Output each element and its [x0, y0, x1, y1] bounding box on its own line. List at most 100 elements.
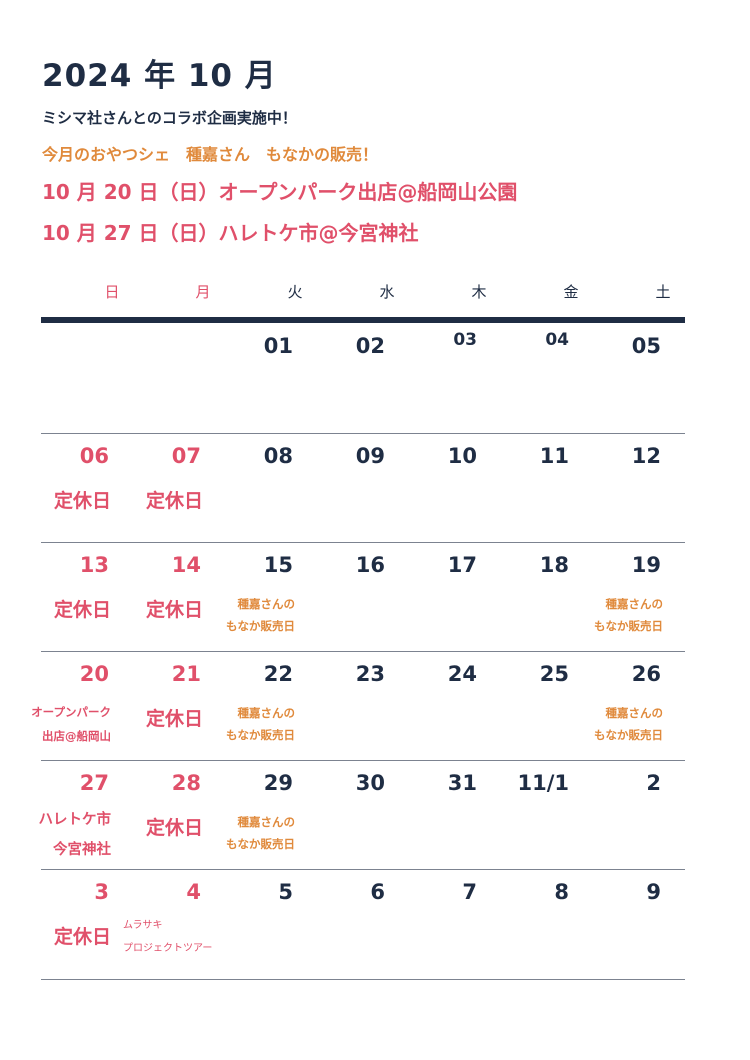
note-line: 種嘉さんの [605, 597, 664, 611]
day-cell: 11 [487, 434, 579, 544]
day-number: 5 [278, 880, 293, 904]
note-line: もなか販売日 [594, 619, 663, 633]
day-cell: 8 [487, 870, 579, 980]
tour-line: ムラサキ [123, 920, 163, 931]
week-row: 20 オープンパーク 出店@船岡山 21 定休日 22 種嘉さんの もなか販売日 23 24 25 2… [0, 652, 750, 762]
day-number: 11 [539, 444, 569, 468]
collab-notice: ミシマ社さんとのコラボ企画実施中！ [42, 109, 297, 127]
day-number: 8 [554, 880, 569, 904]
event-notice-2: 10 月 27 日（日）ハレトケ市@今宮神社 [42, 221, 419, 245]
event-note: オープンパーク 出店@船岡山 [31, 700, 111, 748]
note-line: 種嘉さんの [237, 706, 296, 720]
day-cell: 9 [579, 870, 671, 980]
day-cell: 27 ハレトケ市 今宮神社 [27, 761, 119, 871]
event-note: ハレトケ市 今宮神社 [39, 805, 112, 865]
day-number: 16 [355, 553, 385, 577]
day-number: 7 [462, 880, 477, 904]
snack-notice: 今月のおやつシェ 種嘉さん もなかの販売！ [42, 145, 379, 164]
day-number: 9 [646, 880, 661, 904]
day-number: 08 [263, 444, 293, 468]
day-cell: 15 種嘉さんのもなか販売日 [211, 543, 303, 653]
day-number: 15 [263, 553, 293, 577]
day-cell: 23 [303, 652, 395, 762]
day-cell: 6 [303, 870, 395, 980]
header-divider [41, 317, 685, 323]
closed-label: 定休日 [145, 708, 203, 730]
calendar-title: 2024 年 10 月 [42, 58, 277, 94]
weekday-mon: 月 [195, 283, 211, 301]
day-number: 19 [631, 553, 661, 577]
day-cell: 17 [395, 543, 487, 653]
event-notice-1: 10 月 20 日（日）オープンパーク出店@船岡山公園 [42, 180, 518, 204]
week-divider [41, 651, 685, 652]
day-number: 27 [79, 771, 109, 795]
monaka-sale-note: 種嘉さんのもなか販売日 [226, 593, 295, 637]
day-number: 25 [539, 662, 569, 686]
day-cell: 3 定休日 [27, 870, 119, 980]
day-cell: 28 定休日 [119, 761, 211, 871]
day-number: 05 [631, 334, 661, 358]
day-number: 01 [263, 334, 293, 358]
day-number: 04 [545, 330, 569, 350]
day-cell: 09 [303, 434, 395, 544]
day-cell [119, 324, 211, 434]
note-line: 種嘉さんの [237, 815, 296, 829]
day-cell: 5 [211, 870, 303, 980]
note-line: もなか販売日 [594, 728, 663, 742]
day-cell: 25 [487, 652, 579, 762]
day-cell: 7 [395, 870, 487, 980]
day-cell: 20 オープンパーク 出店@船岡山 [27, 652, 119, 762]
note-line: もなか販売日 [226, 619, 295, 633]
tour-note: ムラサキプロジェクトツアー [123, 914, 212, 960]
day-cell: 29 種嘉さんの もなか販売日 [211, 761, 303, 871]
week-row: 13 定休日 14 定休日 15 種嘉さんのもなか販売日 16 17 18 19 種嘉さんのもなか販… [0, 543, 750, 653]
week-divider [41, 979, 685, 980]
day-cell: 2 [579, 761, 671, 871]
weekday-fri: 金 [563, 283, 579, 301]
tour-line: プロジェクトツアー [123, 943, 213, 954]
day-cell: 16 [303, 543, 395, 653]
week-divider [41, 542, 685, 543]
day-number: 18 [539, 553, 569, 577]
day-number: 29 [263, 771, 293, 795]
day-cell: 10 [395, 434, 487, 544]
day-cell: 11/1 [487, 761, 579, 871]
week-row: 06 定休日 07 定休日 08 09 10 11 12 [0, 434, 750, 544]
note-line: もなか販売日 [226, 728, 295, 742]
day-number: 26 [631, 662, 661, 686]
weekday-tue: 火 [287, 283, 303, 301]
day-cell: 30 [303, 761, 395, 871]
day-number: 6 [370, 880, 385, 904]
closed-label: 定休日 [53, 926, 111, 948]
day-number: 23 [355, 662, 385, 686]
day-number: 22 [263, 662, 293, 686]
day-number: 13 [79, 553, 109, 577]
day-number: 02 [355, 334, 385, 358]
day-number: 28 [171, 771, 201, 795]
monaka-sale-note: 種嘉さんのもなか販売日 [226, 702, 295, 746]
day-cell: 13 定休日 [27, 543, 119, 653]
day-number: 30 [355, 771, 385, 795]
day-cell [27, 324, 119, 434]
note-line: 種嘉さんの [237, 597, 296, 611]
day-cell: 22 種嘉さんのもなか販売日 [211, 652, 303, 762]
week-row: 01 02 03 04 05 [0, 324, 750, 434]
day-number: 3 [94, 880, 109, 904]
closed-label: 定休日 [53, 490, 111, 512]
closed-label: 定休日 [145, 599, 203, 621]
week-row: 3 定休日 4 ムラサキ プロジェクトツアー 5 6 7 8 9 [0, 870, 750, 980]
day-cell: 4 ムラサキ プロジェクトツアー [119, 870, 212, 980]
day-cell: 21 定休日 [119, 652, 211, 762]
day-number: 14 [171, 553, 201, 577]
day-cell: 08 [211, 434, 303, 544]
day-number: 11/1 [517, 771, 569, 795]
day-number: 10 [447, 444, 477, 468]
event-line: 今宮神社 [53, 842, 111, 858]
day-number: 06 [79, 444, 109, 468]
day-number: 17 [447, 553, 477, 577]
day-number: 03 [453, 330, 477, 350]
note-line: 種嘉さんの [605, 706, 664, 720]
day-cell: 26 種嘉さんのもなか販売日 [579, 652, 671, 762]
day-number: 21 [171, 662, 201, 686]
